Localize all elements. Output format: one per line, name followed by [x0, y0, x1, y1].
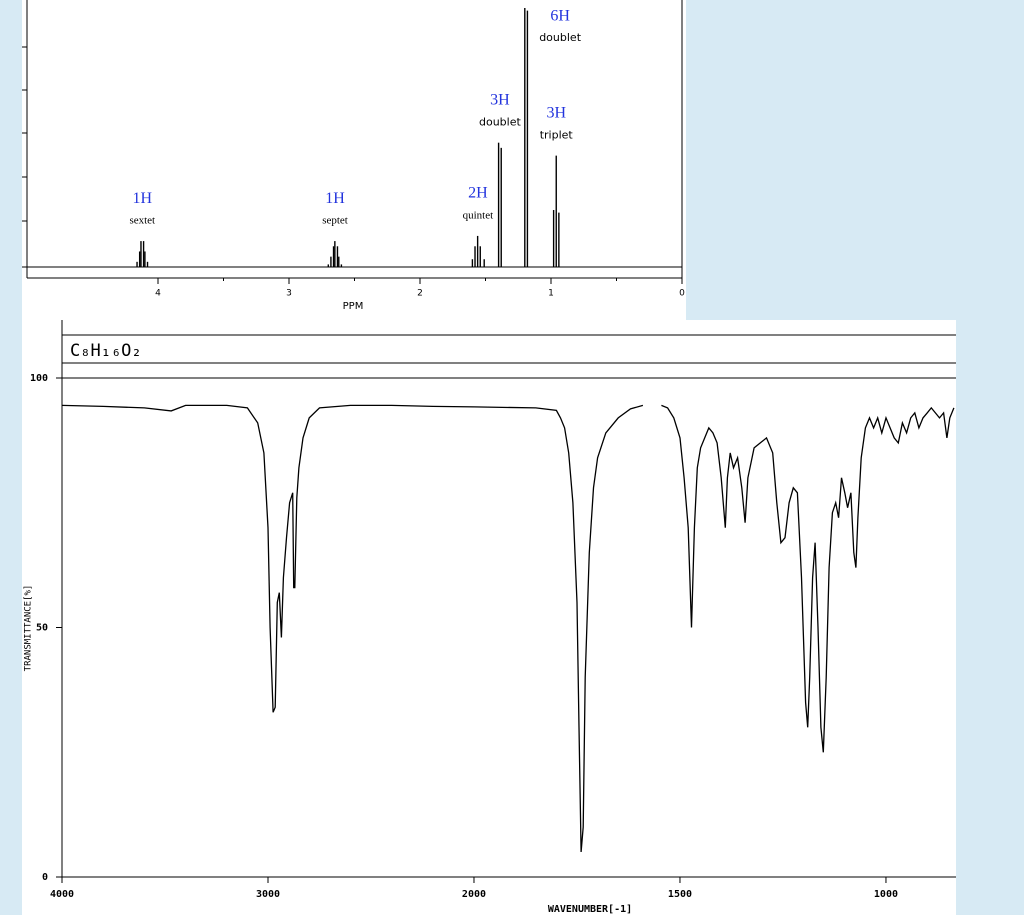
y-tick-label: 0: [42, 872, 48, 883]
ir-spectrum-line: [61, 404, 955, 853]
multiplet-integral: 1H: [132, 190, 152, 207]
multiplicity: doublet: [539, 31, 581, 44]
multiplicity: sextet: [129, 215, 155, 227]
x-tick-label: 2: [417, 289, 423, 299]
multiplicity: triplet: [540, 129, 574, 142]
x-tick-label: 0: [679, 289, 685, 299]
multiplicity: quintet: [463, 209, 494, 221]
nmr-y-ticks: [22, 46, 27, 222]
x-tick-label: 4000: [50, 889, 74, 900]
x-tick-label: 1: [548, 289, 554, 299]
nmr-x-label: PPM: [343, 301, 364, 312]
ir-x-label: WAVENUMBER[-1]: [548, 904, 632, 915]
x-tick-label: 4: [155, 289, 161, 299]
y-tick-label: 50: [36, 623, 48, 634]
formula-title: C₈H₁₆O₂: [70, 341, 142, 361]
x-tick-label: 1500: [668, 889, 692, 900]
nmr-panel: [22, 0, 686, 320]
x-tick-label: 3000: [256, 889, 280, 900]
x-tick-label: 3: [286, 289, 292, 299]
multiplet-integral: 3H: [546, 104, 566, 121]
multiplet-integral: 2H: [468, 185, 488, 202]
ir-panel: [22, 320, 956, 915]
ir-y-label: TRANSMITTANCE[%]: [24, 585, 34, 672]
x-tick-label: 1000: [874, 889, 898, 900]
multiplicity: septet: [322, 215, 348, 227]
multiplet-integral: 1H: [325, 190, 345, 207]
multiplet-integral: 6H: [550, 8, 570, 25]
y-tick-label: 100: [30, 373, 48, 384]
x-tick-label: 2000: [462, 889, 486, 900]
multiplet-integral: 3H: [490, 91, 510, 108]
multiplicity: doublet: [479, 116, 521, 129]
